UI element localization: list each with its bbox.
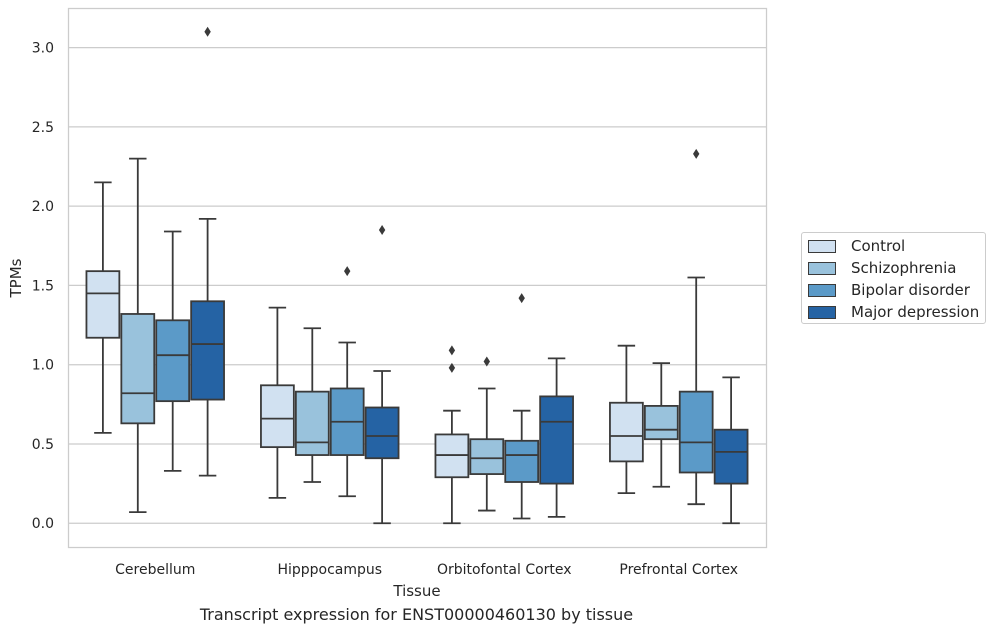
iqr-box: [155, 319, 191, 403]
y-tick-label: 2.5: [32, 120, 54, 136]
iqr-box: [539, 395, 574, 485]
box-plot-series: [85, 26, 749, 525]
box-hipppocampus-control: [260, 306, 295, 499]
outlier-point: [344, 266, 351, 277]
y-tick-labels: 0.0 0.5 1.0 1.5 2.0 2.5 3.0: [32, 41, 54, 533]
iqr-box: [364, 406, 400, 460]
legend-item-major-depression: Major depression: [808, 302, 979, 322]
iqr-box: [469, 438, 505, 475]
x-tick-label-orbitofontal-cortex: Orbitofontal Cortex: [437, 562, 572, 578]
box-cerebellum-schizophrenia: [120, 157, 156, 514]
box-prefrontal-cortex-schizophrenia: [643, 362, 679, 488]
box-orbitofontal-cortex-control: [434, 345, 470, 525]
legend-item-control: Control: [808, 236, 905, 256]
legend-label-control: Control: [851, 237, 906, 255]
iqr-box: [504, 439, 540, 483]
iqr-box: [294, 390, 330, 456]
box-hipppocampus-major-depression: [364, 224, 400, 525]
legend-label-bipolar-disorder: Bipolar disorder: [851, 281, 970, 299]
iqr-box: [678, 390, 714, 474]
y-tick-label: 0.5: [32, 437, 54, 453]
x-tick-labels: Cerebellum Hipppocampus Orbitofontal Corte…: [115, 562, 738, 578]
outlier-point: [518, 293, 525, 304]
box-orbitofontal-cortex-schizophrenia: [469, 356, 505, 512]
iqr-box: [190, 300, 225, 401]
legend-item-schizophrenia: Schizophrenia: [808, 258, 956, 278]
x-axis-title: Tissue: [392, 582, 440, 600]
figure-caption: Transcript expression for ENST0000046013…: [199, 605, 634, 624]
y-axis-title: TPMs: [7, 258, 25, 298]
y-tick-label: 1.0: [32, 358, 54, 374]
box-hipppocampus-schizophrenia: [294, 327, 330, 483]
chart-legend: Control Schizophrenia Bipolar disorder M…: [801, 232, 986, 324]
outlier-point: [448, 362, 456, 373]
iqr-box: [120, 313, 156, 425]
x-tick-label-cerebellum: Cerebellum: [115, 562, 195, 578]
iqr-box: [643, 405, 679, 441]
box-cerebellum-bipolar-disorder: [155, 230, 191, 472]
outlier-point: [204, 26, 211, 37]
outlier-point: [483, 356, 490, 367]
box-prefrontal-cortex-bipolar-disorder: [678, 148, 714, 506]
iqr-box: [713, 428, 749, 485]
outlier-point: [448, 345, 456, 356]
box-orbitofontal-cortex-bipolar-disorder: [504, 293, 540, 520]
legend-item-bipolar-disorder: Bipolar disorder: [808, 280, 970, 300]
y-tick-label: 0.0: [32, 516, 54, 532]
iqr-box: [260, 384, 295, 449]
plot-area-frame: [67, 7, 768, 549]
y-tick-label: 3.0: [32, 41, 54, 57]
iqr-box: [85, 270, 121, 339]
legend-label-schizophrenia: Schizophrenia: [851, 259, 957, 277]
legend-swatch-control: [808, 239, 836, 253]
outlier-point: [378, 224, 386, 235]
iqr-box: [609, 401, 644, 463]
y-tick-label: 1.5: [32, 278, 54, 294]
box-cerebellum-major-depression: [190, 26, 225, 477]
legend-swatch-bipolar-disorder: [808, 283, 836, 297]
legend-swatch-major-depression: [808, 305, 836, 319]
y-tick-label: 2.0: [32, 199, 54, 215]
x-tick-label-hipppocampus: Hipppocampus: [277, 562, 382, 578]
legend-label-major-depression: Major depression: [851, 303, 980, 321]
box-orbitofontal-cortex-major-depression: [539, 357, 574, 518]
legend-swatch-schizophrenia: [808, 261, 836, 275]
box-prefrontal-cortex-control: [609, 344, 644, 495]
box-prefrontal-cortex-major-depression: [713, 376, 749, 525]
box-cerebellum-control: [85, 181, 121, 434]
x-tick-label-prefrontal-cortex: Prefrontal Cortex: [619, 562, 738, 578]
outlier-point: [693, 148, 700, 159]
box-hipppocampus-bipolar-disorder: [329, 266, 365, 498]
